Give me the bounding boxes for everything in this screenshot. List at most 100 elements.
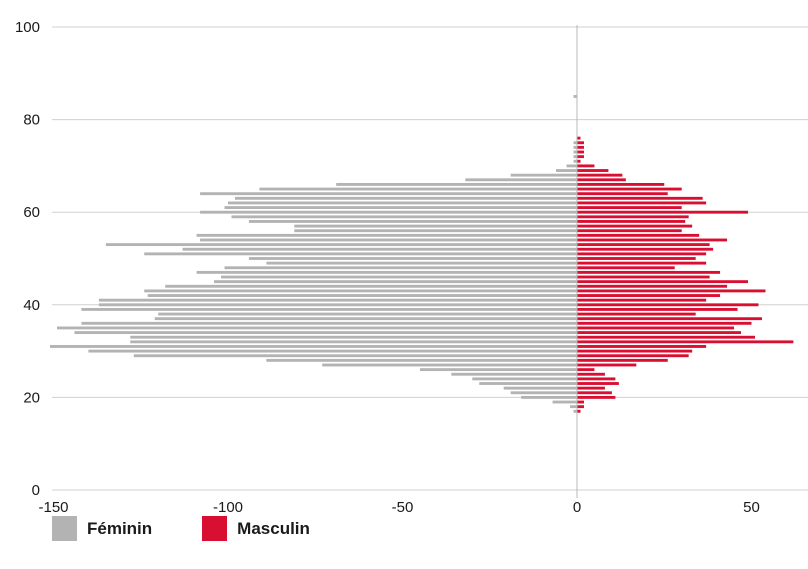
y-tick-label-0: 0 bbox=[32, 482, 40, 499]
x-tick-label--150: -150 bbox=[38, 499, 68, 516]
bar-masculin-20 bbox=[577, 395, 616, 399]
bar-masculin-41 bbox=[577, 298, 707, 302]
bar-masculin-36 bbox=[577, 321, 752, 325]
bar-feminin-66 bbox=[336, 182, 577, 186]
bar-feminin-48 bbox=[224, 266, 577, 270]
bar-masculin-54 bbox=[577, 238, 728, 242]
bar-feminin-36 bbox=[81, 321, 578, 325]
legend-item-feminin: Féminin bbox=[52, 516, 152, 541]
bar-masculin-50 bbox=[577, 257, 696, 260]
bar-masculin-47 bbox=[577, 270, 721, 274]
bar-feminin-74 bbox=[573, 145, 577, 149]
bar-masculin-39 bbox=[577, 307, 738, 311]
bar-feminin-34 bbox=[74, 331, 577, 335]
bar-feminin-69 bbox=[556, 169, 577, 172]
bar-masculin-33 bbox=[577, 335, 755, 339]
bar-feminin-33 bbox=[130, 335, 577, 339]
bar-feminin-31 bbox=[50, 345, 577, 348]
bar-feminin-29 bbox=[133, 354, 577, 358]
y-axis-ticks: 0 20 40 60 80 100 bbox=[15, 19, 40, 499]
bar-feminin-22 bbox=[503, 386, 577, 390]
bar-masculin-35 bbox=[577, 326, 735, 330]
legend: Féminin Masculin bbox=[52, 516, 310, 541]
bar-masculin-59 bbox=[577, 215, 689, 219]
bar-masculin-24 bbox=[577, 377, 616, 381]
bar-feminin-75 bbox=[573, 141, 577, 145]
bar-masculin-44 bbox=[577, 284, 728, 288]
bar-feminin-24 bbox=[472, 377, 577, 381]
bar-feminin-42 bbox=[147, 294, 578, 297]
bar-feminin-45 bbox=[214, 280, 578, 284]
y-tick-label-40: 40 bbox=[23, 297, 40, 314]
bar-feminin-63 bbox=[234, 196, 578, 200]
bar-feminin-70 bbox=[566, 164, 577, 168]
bar-feminin-41 bbox=[98, 298, 578, 302]
bar-masculin-32 bbox=[577, 340, 794, 344]
bar-masculin-60 bbox=[577, 210, 749, 214]
legend-item-masculin: Masculin bbox=[202, 516, 310, 541]
legend-swatch-feminin bbox=[52, 516, 77, 541]
bar-feminin-28 bbox=[266, 358, 577, 362]
bar-feminin-21 bbox=[510, 391, 577, 395]
bar-feminin-30 bbox=[88, 349, 578, 353]
bar-feminin-25 bbox=[451, 372, 577, 376]
bar-feminin-35 bbox=[56, 326, 578, 330]
x-tick-label--100: -100 bbox=[213, 499, 243, 516]
bar-masculin-63 bbox=[577, 196, 703, 200]
bar-feminin-64 bbox=[200, 192, 577, 196]
y-tick-label-80: 80 bbox=[23, 112, 40, 129]
bar-masculin-19 bbox=[577, 400, 584, 404]
bar-masculin-58 bbox=[577, 220, 686, 223]
bar-masculin-46 bbox=[577, 275, 710, 279]
bar-feminin-60 bbox=[200, 210, 577, 214]
bar-feminin-26 bbox=[419, 368, 577, 372]
bar-masculin-66 bbox=[577, 182, 665, 186]
bar-masculin-37 bbox=[577, 317, 762, 321]
bar-feminin-68 bbox=[510, 173, 577, 177]
bar-feminin-18 bbox=[570, 405, 577, 409]
bar-feminin-50 bbox=[248, 257, 577, 260]
bar-masculin-22 bbox=[577, 386, 605, 390]
legend-swatch-masculin bbox=[202, 516, 228, 541]
bar-feminin-85 bbox=[573, 95, 577, 98]
bar-feminin-40 bbox=[98, 303, 578, 307]
bar-masculin-38 bbox=[577, 312, 696, 316]
bar-masculin-45 bbox=[577, 280, 749, 284]
bar-masculin-40 bbox=[577, 303, 759, 307]
bar-masculin-43 bbox=[577, 289, 766, 293]
bar-masculin-34 bbox=[577, 331, 742, 335]
bar-masculin-67 bbox=[577, 178, 626, 182]
bar-feminin-54 bbox=[200, 238, 577, 242]
bar-masculin-27 bbox=[577, 363, 637, 367]
bar-masculin-65 bbox=[577, 187, 682, 191]
bar-masculin-61 bbox=[577, 206, 682, 210]
bar-masculin-21 bbox=[577, 391, 612, 395]
bar-feminin-58 bbox=[248, 220, 577, 223]
bar-feminin-53 bbox=[105, 243, 577, 247]
bar-masculin-52 bbox=[577, 247, 714, 251]
bar-feminin-20 bbox=[521, 395, 577, 399]
bar-feminin-59 bbox=[231, 215, 578, 219]
bar-masculin-57 bbox=[577, 224, 693, 228]
bar-feminin-67 bbox=[465, 178, 577, 182]
bar-masculin-42 bbox=[577, 294, 721, 297]
bar-masculin-31 bbox=[577, 345, 707, 348]
bar-feminin-62 bbox=[228, 201, 577, 205]
bar-masculin-25 bbox=[577, 372, 605, 376]
y-tick-label-100: 100 bbox=[15, 19, 40, 36]
bar-feminin-61 bbox=[224, 206, 577, 210]
bar-feminin-19 bbox=[552, 400, 577, 404]
bar-masculin-72 bbox=[577, 155, 584, 159]
bar-masculin-64 bbox=[577, 192, 668, 196]
bar-masculin-73 bbox=[577, 150, 584, 154]
bar-feminin-46 bbox=[221, 275, 577, 279]
bar-masculin-28 bbox=[577, 358, 668, 362]
bar-feminin-17 bbox=[573, 409, 577, 413]
y-tick-label-60: 60 bbox=[23, 204, 40, 221]
bar-masculin-70 bbox=[577, 164, 595, 168]
bar-feminin-43 bbox=[144, 289, 578, 293]
y-tick-label-20: 20 bbox=[23, 389, 40, 406]
bar-feminin-32 bbox=[130, 340, 577, 344]
bar-feminin-37 bbox=[154, 317, 577, 321]
